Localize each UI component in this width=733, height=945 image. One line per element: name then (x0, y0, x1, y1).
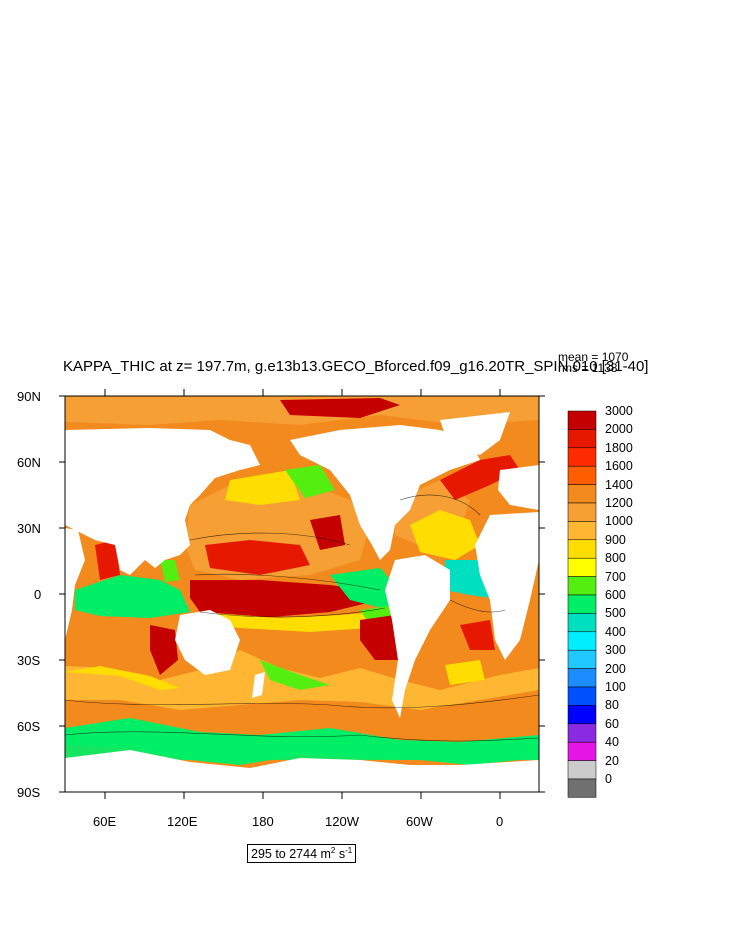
range-unit-sup: 2 (330, 846, 336, 855)
lat-label-90n: 90N (17, 389, 41, 404)
colorbar-swatch (567, 686, 597, 706)
colorbar-swatch (567, 521, 597, 541)
subtropical-atlantic-yellow (410, 510, 480, 560)
colorbar-level-label: 400 (605, 624, 626, 639)
antarctica-land (65, 750, 539, 792)
colorbar-swatch (567, 705, 597, 725)
indian-equatorial-green (75, 575, 190, 618)
colorbar-level-label: 2000 (605, 422, 633, 437)
south-america-land (385, 555, 450, 718)
australia-land (175, 610, 240, 675)
colorbar-level-label: 20 (605, 753, 619, 768)
colorbar-swatch (567, 594, 597, 614)
colorbar-level-label: 600 (605, 588, 626, 602)
yellow-south-indian (65, 666, 180, 690)
contour-lines (65, 494, 539, 742)
lat-label-90s: 90S (17, 785, 40, 800)
colorbar-level-label: 200 (605, 661, 626, 676)
colorbar-level-label: 300 (605, 643, 626, 658)
bay-of-bengal-green (160, 560, 180, 582)
greenland-land (440, 412, 510, 455)
south-atlantic-red (460, 620, 495, 650)
colorbar (567, 410, 597, 798)
map-area (65, 396, 539, 792)
north-pacific-yellow (225, 470, 300, 505)
colorbar-swatch (567, 778, 597, 798)
colorbar-swatch (567, 649, 597, 669)
colorbar-swatch (567, 539, 597, 559)
range-suffix: s (335, 847, 346, 862)
colorbar-swatch (567, 760, 597, 780)
lon-label-60w: 60W (406, 814, 433, 829)
colorbar-swatch (567, 484, 597, 504)
colorbar-level-label: 1600 (605, 459, 633, 474)
tick-marks (59, 389, 545, 799)
colorbar-level-label: 40 (605, 735, 619, 750)
north-america-land (290, 425, 480, 560)
colorbar-level-label: 800 (605, 551, 626, 566)
east-pacific-green (330, 568, 400, 610)
arabian-sea-red (95, 540, 120, 580)
lon-label-120w: 120W (325, 814, 360, 829)
colorbar-level-label: 500 (605, 606, 626, 621)
north-pacific-red (205, 540, 310, 575)
south-atlantic-yellow (445, 660, 485, 685)
colorbar-swatch (567, 465, 597, 485)
lat-label-60n: 60N (17, 455, 41, 470)
lon-label-60e: 60E (93, 814, 116, 829)
colorbar-swatch (567, 557, 597, 577)
colorbar-swatch (567, 668, 597, 688)
labrador-red (440, 455, 520, 500)
southern-ocean-band (65, 742, 539, 760)
colorbar-level-label: 1000 (605, 514, 633, 529)
colorbar-swatch (567, 429, 597, 449)
colorbar-level-label: 60 (605, 716, 619, 731)
mean-stat: mean = 1070 (558, 350, 629, 364)
colorbar-swatch (567, 410, 597, 430)
colorbar-swatch (567, 741, 597, 761)
south-equatorial-yellow (200, 612, 380, 632)
rms-stat: rms = 1138 (558, 361, 618, 375)
colorbar-level-label: 1800 (605, 440, 633, 455)
colorbar-level-label: 80 (605, 698, 619, 713)
colorbar-swatch (567, 631, 597, 651)
new-zealand-land (252, 672, 265, 698)
colorbar-level-label: 1200 (605, 496, 633, 510)
colorbar-level-label: 700 (605, 569, 626, 584)
colorbar-swatch (567, 576, 597, 596)
lon-label-0: 0 (496, 814, 503, 829)
colorbar-level-label: 1400 (605, 477, 633, 492)
range-text: 295 to 2744 m (251, 847, 331, 862)
equatorial-pacific-red (190, 580, 380, 618)
range-suffix-sup: -1 (345, 846, 353, 855)
lat-label-30s: 30S (17, 653, 40, 668)
lon-label-120e: 120E (167, 814, 198, 829)
africa-east-land (65, 528, 85, 640)
west-australia-red (150, 625, 178, 675)
lat-label-30n: 30N (17, 521, 41, 536)
colorbar-swatch (567, 613, 597, 633)
lon-label-180: 180 (252, 814, 274, 829)
green-south-pacific (260, 660, 330, 690)
lat-label-60s: 60S (17, 719, 40, 734)
colorbar-level-label: 100 (605, 680, 626, 694)
colorbar-swatch (567, 447, 597, 467)
southeast-pacific-red (360, 615, 402, 660)
range-box: 295 to 2744 m2 s-1 (247, 844, 357, 864)
colorbar-swatch (567, 723, 597, 743)
africa-west-land (475, 512, 539, 660)
plot-title: KAPPA_THIC at z= 197.7m, g.e13b13.GECO_B… (63, 358, 649, 375)
colorbar-level-label: 900 (605, 532, 626, 547)
europe-land (498, 465, 539, 510)
asia-land (65, 428, 260, 575)
colorbar-level-label: 0 (605, 772, 612, 786)
colorbar-level-label: 3000 (605, 404, 633, 418)
lat-label-0: 0 (34, 587, 41, 602)
arctic-red (280, 398, 400, 418)
colorbar-swatch (567, 502, 597, 522)
gulf-alaska-green (285, 465, 335, 498)
